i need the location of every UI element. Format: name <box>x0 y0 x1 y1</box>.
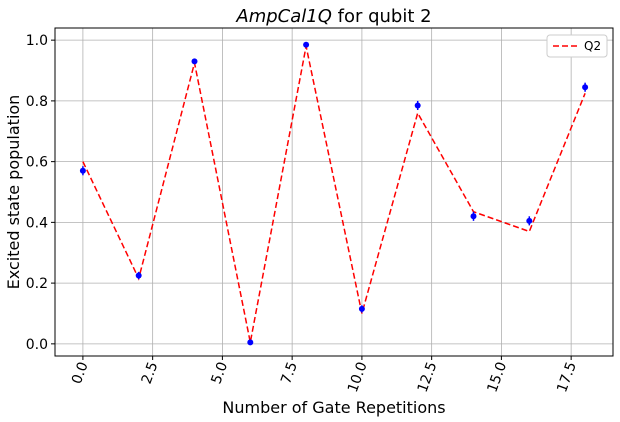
x-tick-label: 15.0 <box>484 360 510 395</box>
data-point <box>582 84 589 91</box>
x-tick-label: 10.0 <box>345 360 371 395</box>
chart-title-italic: AmpCal1Q <box>235 6 332 27</box>
x-axis-label: Number of Gate Repetitions <box>222 398 445 417</box>
y-tick-label: 1.0 <box>26 33 48 49</box>
data-point <box>358 305 365 312</box>
data-point <box>191 58 198 65</box>
y-tick-label: 0.0 <box>26 337 48 353</box>
tick-labels: 0.0 0.2 0.4 0.6 0.8 1.0 0.0 2.5 5.0 7.5 10.0 12.5 15… <box>26 33 580 395</box>
fit-line-q2 <box>82 46 586 343</box>
x-tick-label: 12.5 <box>415 360 441 395</box>
y-tick-label: 0.8 <box>26 94 48 110</box>
data-point <box>303 41 310 48</box>
chart-title: AmpCal1Q for qubit 2 <box>235 6 431 27</box>
legend: Q2 <box>546 34 608 58</box>
x-tick-label: 5.0 <box>209 360 232 386</box>
fit-line-layer <box>82 46 586 343</box>
x-tick-label: 0.0 <box>69 360 92 386</box>
data-point <box>470 213 477 220</box>
data-point <box>414 102 421 109</box>
y-tick-label: 0.2 <box>26 276 48 292</box>
data-point <box>79 167 86 174</box>
chart-title-rest: for qubit 2 <box>332 6 432 27</box>
data-point <box>135 272 142 279</box>
y-tick-label: 0.6 <box>26 155 48 171</box>
x-tick-label: 2.5 <box>139 360 162 386</box>
x-tick-label: 17.5 <box>554 360 580 395</box>
plot-frame <box>54 27 614 357</box>
data-points-layer <box>79 41 589 346</box>
legend-label: Q2 <box>584 39 601 53</box>
grid <box>55 28 613 356</box>
x-tick-label: 7.5 <box>278 360 301 386</box>
axes <box>51 27 614 360</box>
y-axis-label: Excited state population <box>4 95 23 290</box>
titles: AmpCal1Q for qubit 2 Number of Gate Repet… <box>4 6 446 417</box>
data-point <box>526 217 533 224</box>
y-tick-label: 0.4 <box>26 215 48 231</box>
data-point <box>247 339 254 346</box>
